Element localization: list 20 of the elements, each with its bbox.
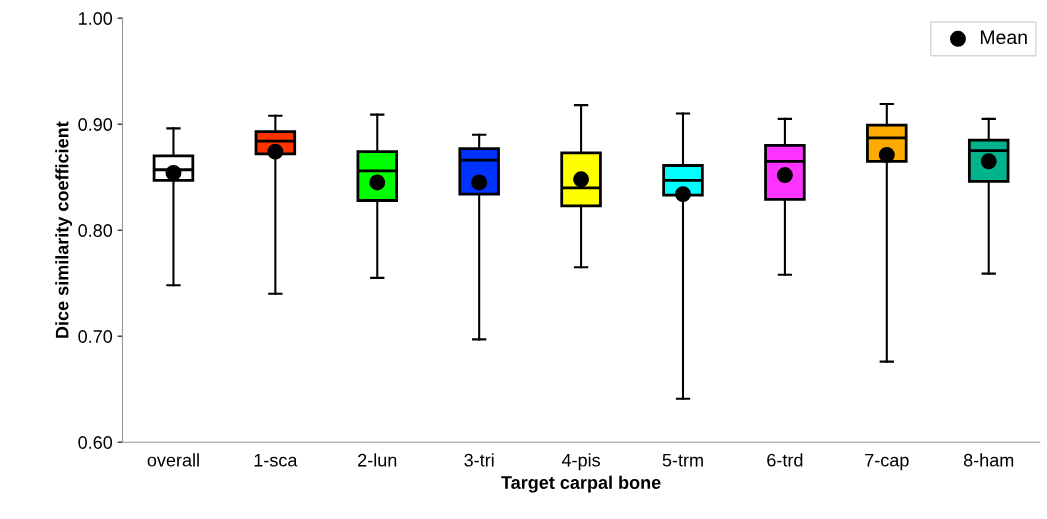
y-tick-label: 0.90 [78, 118, 113, 131]
x-tick-label: 6-trd [767, 453, 803, 467]
y-axis-title: Dice similarity coefficient [55, 121, 73, 338]
x-tick-label: 2-lun [358, 453, 397, 467]
point [878, 146, 895, 163]
y-tick-label: 0.80 [78, 224, 113, 237]
x-axis-title: Target carpal bone [501, 475, 661, 493]
x-tick-label: 7-cap [865, 453, 909, 471]
x-tick-label: overall [147, 453, 199, 467]
y-tick-label: 0.70 [78, 330, 113, 343]
x-tick-label: 4-pis [561, 453, 600, 471]
x-tick-label: 3-tri [464, 453, 494, 467]
legend-label: Mean [980, 30, 1027, 45]
x-tick-label: 8-ham [963, 453, 1014, 467]
y-tick-label: 1.00 [79, 12, 113, 25]
point [675, 186, 691, 203]
y-tick-label: 0.60 [78, 436, 113, 449]
point [471, 174, 488, 191]
x-tick-label: 1-sca [254, 453, 298, 467]
x-tick-label: 5-trm [662, 453, 703, 467]
